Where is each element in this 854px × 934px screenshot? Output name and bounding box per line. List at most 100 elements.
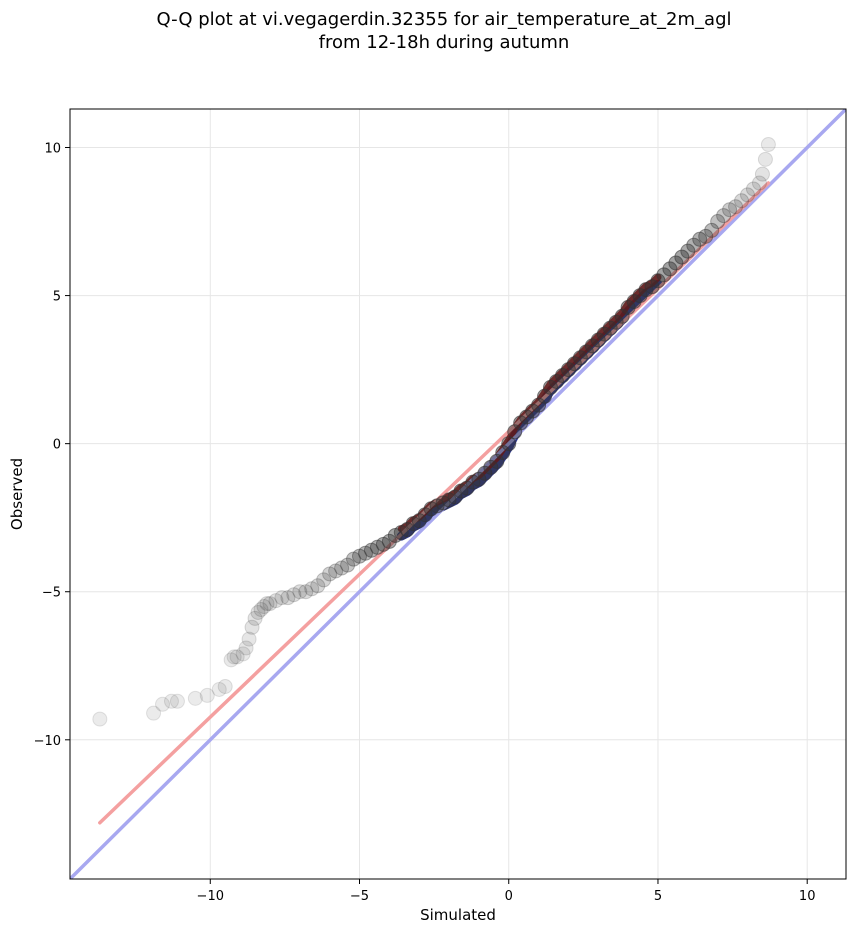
quantile-point	[548, 373, 564, 389]
quantile-point	[554, 368, 570, 384]
y-tick-label: 10	[44, 142, 61, 157]
quantile-point	[250, 604, 266, 620]
quantile-point	[399, 522, 415, 538]
quantile-point	[146, 705, 162, 721]
quantile-point	[229, 649, 245, 665]
quantile-point	[668, 255, 684, 271]
quantile-point	[244, 619, 260, 635]
quantile-point	[507, 424, 523, 440]
quantile-point	[163, 693, 179, 709]
quantile-point	[531, 397, 547, 413]
x-axis-label: Simulated	[420, 906, 496, 924]
quantile-point	[274, 590, 290, 606]
x-tick-label: 0	[505, 889, 513, 904]
quantile-point	[253, 602, 269, 617]
quantile-point	[381, 533, 397, 549]
quantile-point	[187, 690, 203, 706]
quantile-point	[722, 202, 738, 218]
quantile-point	[155, 696, 171, 712]
quantile-point	[352, 548, 368, 564]
quantile-point	[584, 338, 600, 354]
quantile-point	[698, 228, 714, 244]
quantile-point	[477, 465, 493, 481]
quantile-point	[650, 273, 666, 289]
quantile-point	[519, 409, 535, 425]
quantile-point	[328, 563, 344, 579]
quantile-point	[292, 584, 308, 600]
quantile-point	[620, 299, 636, 315]
quantile-point	[692, 231, 708, 247]
quantile-point	[340, 557, 356, 573]
quantile-point	[632, 288, 648, 304]
quantile-points	[92, 137, 776, 727]
quantile-point	[346, 551, 362, 567]
quantile-point	[745, 181, 761, 197]
x-tick-label: −10	[197, 889, 224, 904]
quantile-point	[92, 711, 108, 727]
chart-title: Q-Q plot at vi.vegagerdin.32355 for air_…	[157, 9, 732, 30]
y-axis-label: Observed	[8, 458, 26, 530]
quantile-point	[357, 545, 373, 561]
y-tick-label: −5	[42, 586, 61, 601]
quantile-point	[560, 362, 576, 378]
quantile-point	[754, 166, 770, 182]
quantile-point	[572, 350, 588, 366]
quantile-point	[459, 480, 475, 496]
quantile-point	[602, 320, 618, 336]
quantile-point	[304, 581, 320, 597]
quantile-point	[686, 237, 702, 253]
quantile-point	[704, 222, 720, 238]
quantile-point	[256, 599, 272, 615]
quantile-point	[286, 587, 302, 603]
quantile-point	[578, 344, 594, 360]
quantile-point	[501, 436, 517, 452]
quantile-point	[566, 356, 582, 372]
quantile-point	[674, 249, 690, 265]
quantile-point	[447, 489, 463, 505]
title-block: Q-Q plot at vi.vegagerdin.32355 for air_…	[157, 9, 732, 53]
quantile-point	[760, 137, 776, 153]
quantile-point	[740, 187, 756, 203]
quantile-point	[656, 267, 672, 283]
quantile-point	[247, 610, 263, 626]
quantile-point	[316, 572, 332, 588]
y-tick-label: −10	[34, 734, 61, 749]
quantile-point	[608, 314, 624, 330]
quantile-point	[268, 593, 284, 609]
x-tick-label: −5	[350, 889, 369, 904]
quantile-point	[262, 596, 278, 612]
quantile-point	[259, 596, 275, 612]
quantile-point	[614, 308, 630, 324]
quantile-point	[322, 566, 338, 582]
quantile-point	[334, 560, 350, 576]
quantile-point	[757, 151, 773, 167]
x-tick-label: 5	[654, 889, 662, 904]
y-tick-label: 0	[53, 438, 61, 453]
quantile-point	[238, 640, 254, 656]
quantile-point	[211, 681, 227, 697]
quantile-point	[495, 445, 511, 461]
quantile-point	[310, 578, 326, 594]
quantile-point	[235, 646, 251, 662]
quantile-point	[596, 326, 612, 342]
quantile-point	[710, 214, 726, 230]
x-tick-label: 10	[799, 889, 816, 904]
quantile-point	[471, 471, 487, 487]
quantile-point	[734, 193, 750, 209]
quantile-point	[513, 415, 529, 431]
quantile-point	[590, 332, 606, 348]
quantile-point	[226, 649, 242, 665]
axis-ticks: −10 −5 0 5 10 −10 −5 0 5 10	[34, 142, 816, 905]
quantile-point	[525, 403, 541, 419]
chart-subtitle: from 12-18h during autumn	[319, 32, 570, 53]
quantile-point	[489, 453, 505, 469]
quantile-point	[298, 584, 314, 600]
quantile-point	[728, 199, 744, 215]
quantile-point	[199, 687, 215, 703]
quantile-point	[411, 513, 427, 529]
identity-line	[70, 109, 846, 879]
quantile-point	[417, 507, 433, 523]
quantile-point	[543, 379, 559, 395]
quantile-point	[223, 652, 239, 668]
